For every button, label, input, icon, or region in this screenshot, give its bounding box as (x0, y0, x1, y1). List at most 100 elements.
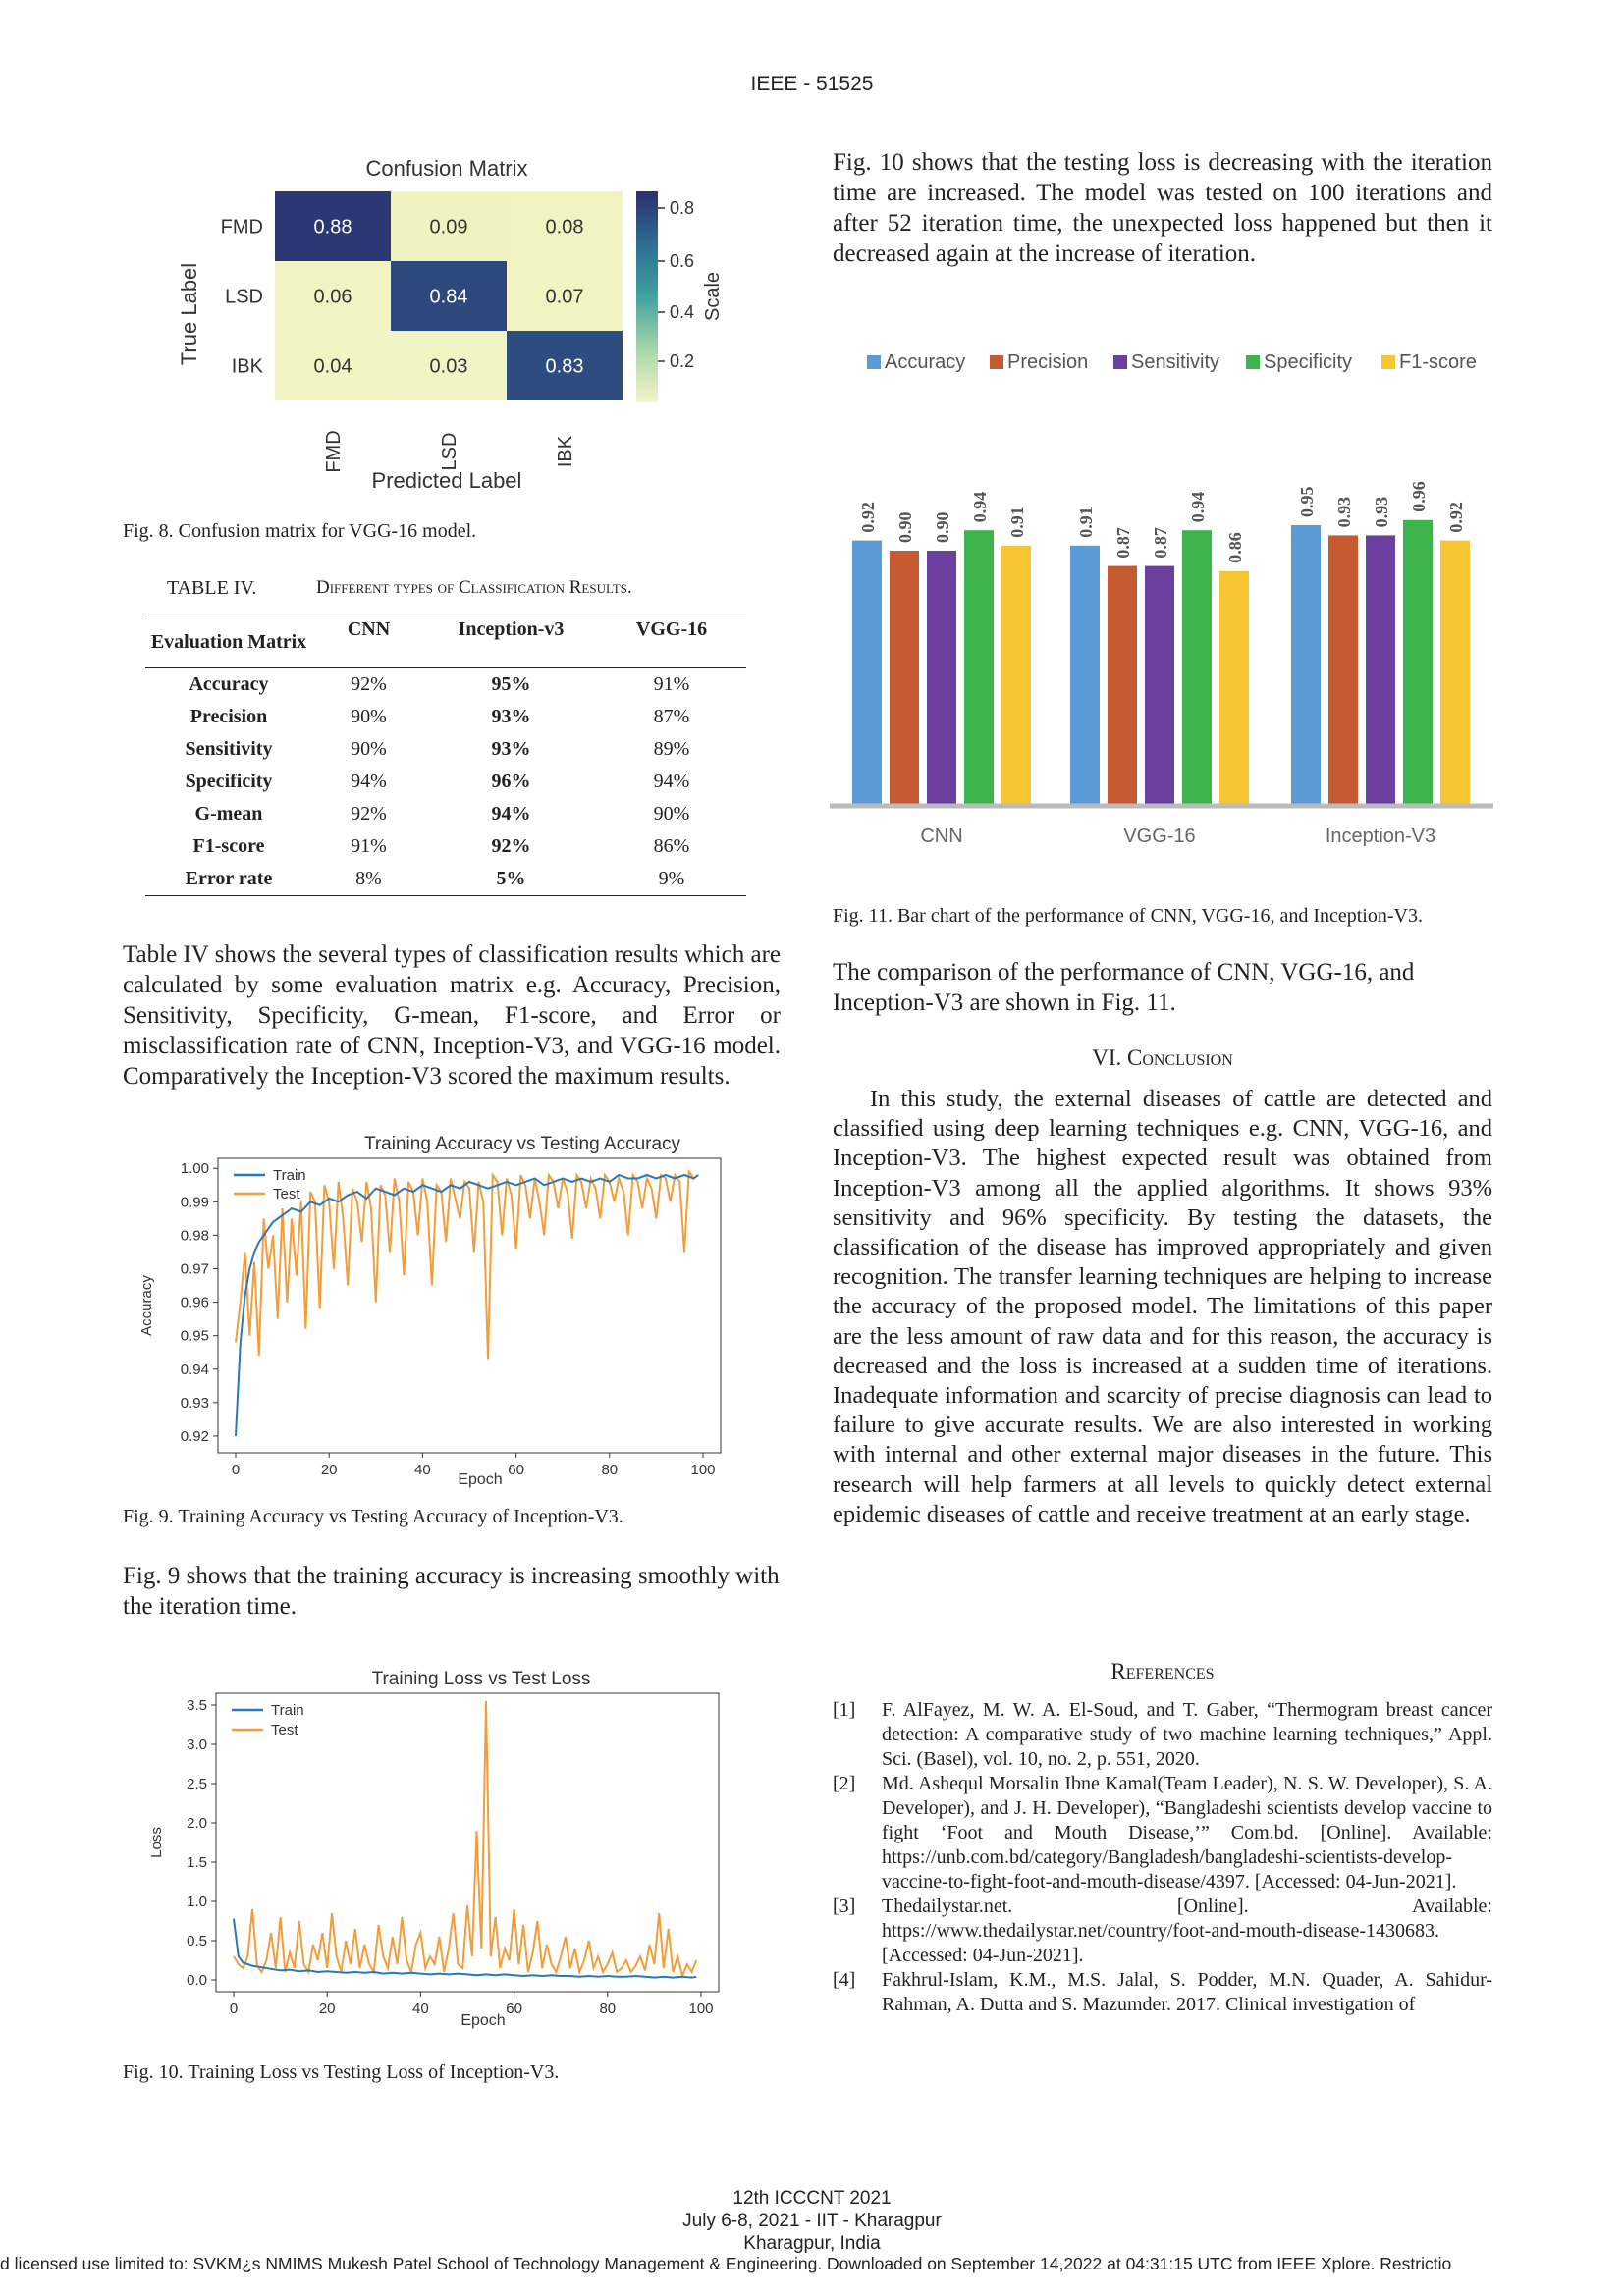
legend-label: Precision (1007, 351, 1088, 373)
page-header: IEEE - 51525 (750, 73, 874, 95)
bar-value-label: 0.96 (1409, 481, 1429, 512)
bar (1291, 525, 1321, 806)
conclusion-text: In this study, the external diseases of … (833, 1086, 1492, 1527)
series-line-train (233, 1918, 697, 1979)
cm-cell (391, 191, 507, 261)
table4-title: Different types of Classification Result… (316, 577, 632, 598)
reference-text: Md. Ashequl Morsalin Ibne Kamal(Team Lea… (882, 1773, 1492, 1893)
cm-cell (275, 261, 391, 331)
x-tick-label: 60 (506, 2001, 522, 2017)
th-cnn: CNN (347, 618, 391, 640)
license-notice: d licensed use limited to: SVKM¿s NMIMS … (0, 2254, 1452, 2273)
cm-cell-value: 0.07 (546, 287, 584, 308)
fig9-caption: Fig. 9. Training Accuracy vs Testing Acc… (123, 1506, 623, 1527)
fig9-plot-frame (217, 1157, 722, 1454)
reference-item: [2] Md. Ashequl Morsalin Ibne Kamal(Team … (833, 1772, 1492, 1895)
bar-value-label: 0.91 (1007, 507, 1027, 538)
fig9-legend-test: Test (273, 1186, 300, 1202)
fig11-paragraph: The comparison of the performance of CNN… (833, 959, 1415, 1016)
bar (1145, 565, 1174, 806)
legend-swatch (990, 355, 1003, 369)
legend-swatch (867, 355, 881, 369)
table4-cell: 90% (351, 706, 387, 727)
reference-number: [4] (833, 1969, 856, 1991)
table4-label: TABLE IV. (167, 577, 257, 599)
table4-row-label: F1-score (192, 835, 265, 857)
table4-cell: 90% (351, 738, 387, 760)
cm-cell (275, 331, 391, 400)
fig9-legend: Train Test (234, 1167, 306, 1202)
fig10-ylabel: Loss (148, 1827, 165, 1858)
bar-value-label: 0.90 (933, 512, 952, 544)
bar (1001, 545, 1031, 806)
series-line-test (235, 1168, 699, 1360)
table4-cell: 90% (653, 803, 690, 825)
cm-col-label: LSD (439, 433, 460, 471)
legend-label: Sensitivity (1131, 351, 1219, 373)
table4-row-label: G-mean (194, 803, 263, 825)
table4-cell: 94% (653, 771, 690, 792)
bar (964, 530, 994, 806)
y-tick-label: 0.92 (181, 1428, 209, 1445)
table4-row: Precision 90% 93% 87% (145, 701, 746, 733)
legend-swatch (1113, 355, 1127, 369)
fig10-caption: Fig. 10. Training Loss vs Testing Loss o… (123, 2061, 560, 2083)
y-tick-label: 0.95 (181, 1328, 209, 1345)
bar-value-label: 0.95 (1297, 487, 1317, 518)
cm-cell (275, 191, 391, 261)
legend-swatch (1381, 355, 1395, 369)
legend-label: Specificity (1264, 351, 1352, 373)
fig9-ylabel: Accuracy (138, 1275, 155, 1336)
cm-xlabel: Predicted Label (372, 468, 522, 493)
cm-cell (507, 331, 623, 400)
bar-value-label: 0.93 (1372, 497, 1391, 528)
fig9-title: Training Accuracy vs Testing Accuracy (364, 1134, 681, 1154)
fig10-paragraph: Fig. 10 shows that the testing loss is d… (833, 149, 1492, 267)
x-tick-label: 40 (412, 2001, 429, 2017)
cm-cell (391, 261, 507, 331)
table4-cell: 9% (658, 868, 685, 889)
x-tick-label: 100 (690, 1462, 715, 1478)
fig8-confusion-matrix: Confusion Matrix 0.88 0.09 0.08 0.06 0.84 0.0… (177, 156, 724, 493)
y-tick-label: 3.5 (187, 1697, 207, 1714)
table4-cell: 94% (491, 803, 531, 825)
series-line-train (235, 1173, 699, 1437)
bar (1108, 565, 1137, 806)
table4-row: G-mean 92% 94% 90% (145, 798, 746, 830)
cm-cell (507, 261, 623, 331)
bar-value-label: 0.92 (858, 502, 878, 532)
reference-item: [1] F. AlFayez, M. W. A. El-Soud, and T. … (833, 1698, 1492, 1772)
table4-row: Specificity 94% 96% 94% (145, 766, 746, 798)
table4-cell: 8% (355, 868, 382, 889)
table4-cell: 92% (351, 673, 387, 695)
table4-row: Sensitivity 90% 93% 89% (145, 733, 746, 766)
table4-row-label: Precision (189, 706, 268, 727)
cm-cell-value: 0.88 (314, 217, 352, 239)
footer-conference: 12th ICCCNT 2021 (732, 2188, 892, 2209)
reference-item: [4] Fakhrul-Islam, K.M., M.S. Jalal, S. P… (833, 1968, 1492, 2017)
table4-cell: 92% (351, 803, 387, 825)
footer-location: Kharagpur, India (743, 2233, 881, 2254)
cm-col-label: IBK (555, 435, 576, 467)
fig10-legend-test: Test (271, 1722, 298, 1738)
bar-value-label: 0.90 (895, 512, 915, 544)
cm-colorbar (636, 191, 658, 402)
cm-cell-value: 0.83 (546, 356, 584, 378)
series-line-test (233, 1700, 698, 1980)
th-vgg: VGG-16 (635, 618, 708, 640)
cm-title: Confusion Matrix (365, 156, 527, 181)
table4-cell: 95% (491, 673, 531, 695)
y-tick-label: 0.97 (181, 1261, 209, 1278)
category-label: Inception-V3 (1326, 826, 1435, 847)
table4-row: Error rate 8% 5% 9% (145, 863, 746, 896)
x-tick-label: 0 (230, 2001, 238, 2017)
cm-cell-value: 0.04 (314, 356, 352, 378)
table4-cell: 89% (653, 738, 690, 760)
table4-row: Accuracy 92% 95% 91% (145, 668, 746, 702)
table4-header-row: Evaluation Matrix CNN Inception-v3 VGG-1… (145, 614, 746, 668)
cm-cell (507, 191, 623, 261)
table4-cell: 93% (491, 738, 531, 760)
table4-cell: 93% (491, 706, 531, 727)
y-tick-label: 0.5 (187, 1933, 207, 1949)
bar (1440, 540, 1470, 806)
